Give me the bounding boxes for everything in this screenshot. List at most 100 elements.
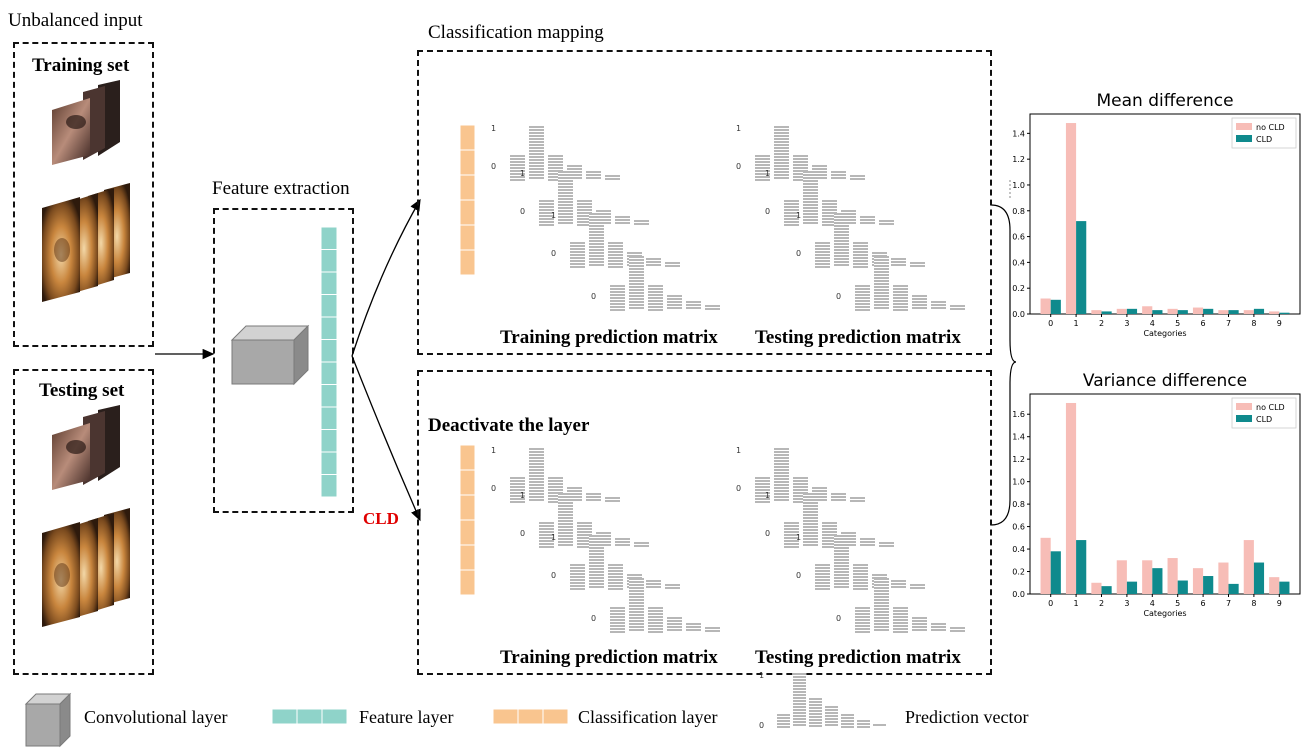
legend-entry: no CLD xyxy=(1256,123,1285,132)
dark-frame-stack-test xyxy=(52,405,120,490)
prediction-bar xyxy=(879,220,894,226)
y-tick-label: 1.2 xyxy=(1012,155,1025,164)
axis-zero-label: 0 xyxy=(551,249,556,258)
prediction-bar xyxy=(686,301,701,311)
prediction-bar xyxy=(615,538,630,548)
axis-zero-label: 0 xyxy=(765,529,770,538)
axis-zero-label: 0 xyxy=(591,614,596,623)
classification-layer-top xyxy=(459,125,476,275)
prediction-bar xyxy=(931,623,946,633)
legend-cell xyxy=(321,709,348,725)
feature-cell xyxy=(320,474,338,498)
axis-zero-label: 0 xyxy=(520,529,525,538)
x-tick-label: 3 xyxy=(1124,319,1129,328)
bottom-training-prediction-matrix: 1 0 1 0 1 0 0 xyxy=(491,446,720,633)
class-cell xyxy=(459,149,476,176)
x-tick-label: 2 xyxy=(1099,319,1104,328)
axis-zero-label: 0 xyxy=(491,484,496,493)
prediction-bar xyxy=(777,714,790,728)
prediction-bar xyxy=(891,580,906,590)
bar-cld xyxy=(1228,310,1239,314)
class-cell xyxy=(459,544,476,571)
prediction-bar xyxy=(874,256,889,311)
x-tick-label: 9 xyxy=(1277,599,1282,608)
bar-no-cld xyxy=(1040,537,1051,594)
axis-zero-label: 0 xyxy=(491,162,496,171)
prediction-bar xyxy=(510,155,525,181)
bar-no-cld xyxy=(1167,558,1178,594)
prediction-bar xyxy=(648,607,663,633)
prediction-bar xyxy=(860,216,875,226)
class-cell xyxy=(459,174,476,201)
training-set-box: Training set xyxy=(13,42,154,347)
legend-feature-label: Feature layer xyxy=(359,707,454,727)
prediction-bar xyxy=(931,301,946,311)
mapping-top-box: Training prediction matrix Testing predi… xyxy=(417,50,992,355)
x-tick-label: 1 xyxy=(1074,319,1079,328)
prediction-bar xyxy=(646,258,661,268)
y-tick-label: 0.0 xyxy=(1012,590,1025,599)
x-tick-label: 4 xyxy=(1150,319,1155,328)
axis-zero-label: 0 xyxy=(520,207,525,216)
prediction-bar xyxy=(912,295,927,311)
prediction-bar xyxy=(634,542,649,548)
prediction-bar xyxy=(950,305,965,311)
bar-no-cld xyxy=(1065,402,1077,594)
class-cell xyxy=(459,125,476,151)
y-tick-label: 1.2 xyxy=(1012,455,1025,464)
prediction-bar xyxy=(891,258,906,268)
prediction-bar xyxy=(874,578,889,633)
prediction-bar xyxy=(831,171,846,181)
bar-no-cld xyxy=(1142,306,1153,314)
prediction-bar xyxy=(510,477,525,503)
prediction-bar xyxy=(634,220,649,226)
legend-classification-icon xyxy=(493,709,569,725)
legend-conv-icon xyxy=(24,692,72,748)
bar-cld xyxy=(1177,580,1188,594)
mapping-bottom-box: Deactivate the layer Training prediction… xyxy=(417,370,992,675)
axis-zero-label: 0 xyxy=(796,249,801,258)
axis-one-label: 1 xyxy=(759,671,764,680)
prediction-bar xyxy=(667,295,682,311)
legend-cell xyxy=(272,709,298,725)
bar-no-cld xyxy=(1243,310,1254,314)
axis-zero-label: 0 xyxy=(836,614,841,623)
legend-swatch xyxy=(1236,123,1252,130)
y-tick-label: 1.6 xyxy=(1012,410,1025,419)
prediction-bar xyxy=(608,242,623,268)
bar-cld xyxy=(1177,310,1188,314)
prediction-bar xyxy=(853,564,868,590)
bar-cld xyxy=(1152,310,1163,314)
bar-no-cld xyxy=(1192,307,1204,314)
x-tick-label: 9 xyxy=(1277,319,1282,328)
cld-label: CLD xyxy=(363,509,399,528)
bar-no-cld xyxy=(1192,568,1204,594)
prediction-bar xyxy=(784,200,799,226)
x-tick-label: 8 xyxy=(1251,599,1256,608)
class-cell xyxy=(459,569,476,595)
axis-one-label: 1 xyxy=(491,446,496,455)
prediction-bar xyxy=(857,720,870,728)
axis-one-label: 1 xyxy=(736,124,741,133)
prediction-bar xyxy=(879,542,894,548)
y-tick-label: 0.6 xyxy=(1012,233,1025,242)
x-tick-label: 5 xyxy=(1175,319,1180,328)
top-training-prediction-matrix: 1 0 1 0 1 0 0 xyxy=(491,124,720,311)
x-tick-label: 2 xyxy=(1099,599,1104,608)
bar-no-cld xyxy=(1116,308,1127,314)
bar-cld xyxy=(1253,308,1265,314)
bar-no-cld xyxy=(1269,577,1280,594)
prediction-bar xyxy=(529,448,544,503)
legend-cell xyxy=(493,709,519,725)
x-tick-label: 4 xyxy=(1150,599,1155,608)
x-tick-label: 6 xyxy=(1201,319,1206,328)
x-axis-label: Categories xyxy=(1143,609,1186,618)
prediction-bar xyxy=(529,126,544,181)
bar-cld xyxy=(1253,562,1265,594)
prediction-bar xyxy=(610,285,625,311)
top-training-caption: Training prediction matrix xyxy=(500,327,718,348)
class-cell xyxy=(459,469,476,496)
bar-cld xyxy=(1228,583,1239,594)
testing-set-label: Testing set xyxy=(39,380,125,401)
prediction-bar xyxy=(834,535,849,590)
